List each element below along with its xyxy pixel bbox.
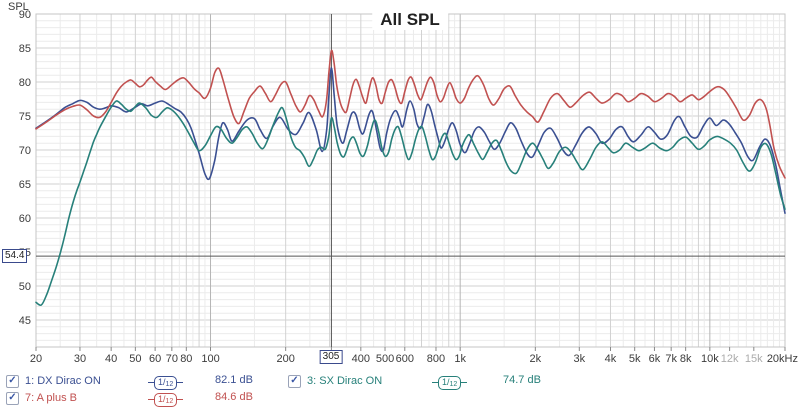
x-tick-label: 500: [376, 353, 394, 365]
y-tick-label: 90: [19, 9, 31, 21]
x-tick-label: 12k: [721, 353, 739, 365]
y-tick-label: 65: [19, 179, 31, 191]
y-tick-label: 70: [19, 145, 31, 157]
x-tick-label: 8k: [680, 353, 692, 365]
y-tick-label: 45: [19, 315, 31, 327]
trace-2[interactable]: [35, 49, 786, 179]
x-tick-label: 50: [129, 353, 141, 365]
x-tick-label: 20kHz: [767, 353, 798, 365]
x-tick-label: 30: [74, 353, 86, 365]
smoothing-numerator: 1: [158, 394, 164, 404]
icon-line-right: [177, 399, 184, 400]
smoothing-denominator: 12: [165, 398, 174, 405]
cursor-db-value-apb: 84.6 dB: [215, 391, 253, 403]
x-tick-label: 200: [276, 353, 294, 365]
fraction-slash: /: [163, 394, 166, 404]
smoothing-fraction: 1/12: [438, 375, 462, 390]
x-tick-label: 4k: [605, 353, 617, 365]
x-tick-label: 3k: [573, 353, 585, 365]
x-tick-label: 10k: [701, 353, 719, 365]
y-tick-label: 60: [19, 213, 31, 225]
x-tick-label: 6k: [649, 353, 661, 365]
y-tick-label: 50: [19, 281, 31, 293]
y-tick-label: 85: [19, 43, 31, 55]
legend-item-dx-dirac: ✓ 1: DX Dirac ON: [6, 374, 101, 388]
smoothing-denominator: 12: [165, 381, 174, 388]
x-tick-label: 80: [180, 353, 192, 365]
legend-item-a-plus-b: ✓ 7: A plus B: [6, 391, 77, 405]
x-tick-label: 1k: [454, 353, 466, 365]
plot-frame: [35, 13, 786, 348]
icon-line-left: [432, 382, 438, 383]
smoothing-1-12-icon[interactable]: 1/12: [148, 375, 184, 390]
smoothing-numerator: 1: [158, 377, 164, 387]
x-tick-label: 600: [396, 353, 414, 365]
icon-line-right: [461, 382, 468, 383]
x-tick-label: 800: [427, 353, 445, 365]
x-tick-label: 40: [105, 353, 117, 365]
icon-line-left: [148, 382, 154, 383]
chart-title: All SPL: [372, 10, 448, 30]
x-tick-label: 20: [30, 353, 42, 365]
x-tick-label: 70: [166, 353, 178, 365]
trace-0[interactable]: [35, 66, 786, 214]
trace-label-a-plus-b[interactable]: 7: A plus B: [25, 392, 77, 404]
x-tick-label: 60: [149, 353, 161, 365]
trace-visible-checkbox[interactable]: ✓: [6, 391, 19, 405]
spl-plot-area[interactable]: 9085807570656055504520304050607080100200…: [0, 0, 800, 370]
trace-visible-checkbox[interactable]: ✓: [288, 374, 301, 388]
trace-1[interactable]: [35, 100, 786, 307]
x-tick-label: 7k: [665, 353, 677, 365]
check-icon: ✓: [8, 392, 17, 403]
trace-label-dx-dirac[interactable]: 1: DX Dirac ON: [25, 375, 101, 387]
cursor-level-readout: 54.4: [2, 249, 28, 263]
smoothing-fraction: 1/12: [154, 375, 178, 390]
smoothing-fraction: 1/12: [154, 392, 178, 407]
trace-visible-checkbox[interactable]: ✓: [6, 374, 19, 388]
smoothing-numerator: 1: [442, 377, 448, 387]
y-axis-title: SPL: [8, 1, 29, 13]
smoothing-denominator: 12: [449, 381, 458, 388]
trace-label-sx-dirac[interactable]: 3: SX Dirac ON: [307, 375, 383, 387]
x-tick-label: 5k: [629, 353, 641, 365]
legend-item-sx-dirac: ✓ 3: SX Dirac ON: [288, 374, 382, 388]
y-tick-label: 80: [19, 77, 31, 89]
x-tick-label: 400: [352, 353, 370, 365]
smoothing-1-12-icon[interactable]: 1/12: [148, 392, 184, 407]
fraction-slash: /: [163, 377, 166, 387]
y-tick-label: 75: [19, 111, 31, 123]
cursor-db-value-sx: 74.7 dB: [503, 374, 541, 386]
icon-line-left: [148, 399, 154, 400]
fraction-slash: /: [447, 377, 450, 387]
check-icon: ✓: [8, 375, 17, 386]
icon-line-right: [177, 382, 184, 383]
x-tick-label: 15k: [745, 353, 763, 365]
x-tick-label: 2k: [530, 353, 542, 365]
x-tick-label: 100: [201, 353, 219, 365]
cursor-frequency-readout: 305: [319, 350, 343, 364]
check-icon: ✓: [290, 375, 299, 386]
smoothing-1-12-icon[interactable]: 1/12: [432, 375, 468, 390]
cursor-db-value-dx: 82.1 dB: [215, 374, 253, 386]
